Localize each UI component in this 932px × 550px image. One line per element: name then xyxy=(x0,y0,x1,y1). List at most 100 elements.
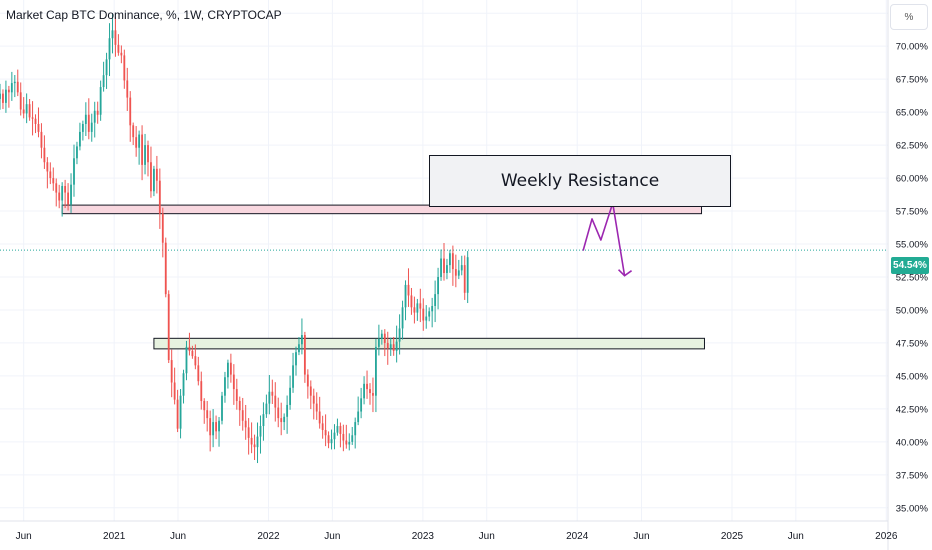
candle-body xyxy=(129,97,132,126)
candle-body xyxy=(312,395,315,404)
candle-body xyxy=(250,437,253,445)
candle-body xyxy=(280,418,283,423)
candle-body xyxy=(446,265,448,274)
x-tick-label: 2023 xyxy=(412,531,435,542)
candle-body xyxy=(404,284,407,308)
candle-body xyxy=(96,110,99,115)
candle-body xyxy=(87,114,90,132)
candle-body xyxy=(49,171,52,179)
candle-body xyxy=(386,342,389,349)
candle-body xyxy=(434,294,437,307)
candle-body xyxy=(235,389,238,401)
candle-body xyxy=(200,381,203,401)
candle-body xyxy=(247,427,250,438)
weekly-resistance-label[interactable]: Weekly Resistance xyxy=(429,155,731,207)
candle-body xyxy=(369,389,371,394)
candle-body xyxy=(161,213,164,243)
candle-body xyxy=(351,435,354,442)
candle-body xyxy=(357,411,360,423)
candle-body xyxy=(22,109,25,114)
candle-body xyxy=(158,180,161,214)
candle-body xyxy=(147,145,149,163)
candle-body xyxy=(61,185,64,201)
candle-body xyxy=(377,338,380,347)
candle-body xyxy=(360,398,363,412)
candle-body xyxy=(114,30,117,45)
candle-body xyxy=(111,30,114,39)
candle-body xyxy=(401,307,404,329)
candle-body xyxy=(283,416,286,423)
candle-body xyxy=(315,403,318,412)
candle-body xyxy=(31,117,34,119)
x-tick-label: Jun xyxy=(788,531,804,542)
candle-body xyxy=(443,258,445,274)
candle-body xyxy=(398,328,401,342)
candle-body xyxy=(262,414,265,427)
x-tick-label: Jun xyxy=(633,531,649,542)
candle-body xyxy=(126,80,129,98)
candle-body xyxy=(437,276,439,295)
x-tick-label: 2021 xyxy=(103,531,126,542)
candle-body xyxy=(10,83,13,93)
y-tick-label: 52.50% xyxy=(896,272,929,283)
candle-body xyxy=(425,316,428,321)
candle-body xyxy=(375,346,377,396)
candle-body xyxy=(0,93,1,99)
candle-body xyxy=(123,55,126,81)
candle-body xyxy=(64,185,67,193)
candle-body xyxy=(155,168,158,181)
candle-body xyxy=(413,307,416,313)
candle-body xyxy=(389,344,392,349)
candle-body xyxy=(102,75,105,88)
y-tick-label: 35.00% xyxy=(896,503,929,514)
candle-body xyxy=(28,104,31,118)
candle-body xyxy=(416,303,419,313)
candle-body xyxy=(303,335,306,375)
x-tick-label: Jun xyxy=(16,531,32,542)
x-tick-label: Jun xyxy=(324,531,340,542)
candle-body xyxy=(232,374,235,390)
candle-body xyxy=(274,395,277,408)
candle-body xyxy=(7,89,10,93)
candle-body xyxy=(419,303,422,309)
candle-body xyxy=(108,38,111,60)
candle-body xyxy=(286,404,289,417)
candle-body xyxy=(120,52,123,56)
percent-scale-button[interactable]: % xyxy=(890,4,928,30)
candle-body xyxy=(194,356,197,366)
candle-body xyxy=(309,386,312,396)
candle-body xyxy=(218,420,220,432)
candle-body xyxy=(46,162,49,172)
candle-body xyxy=(93,110,96,123)
y-tick-label: 42.50% xyxy=(896,404,929,415)
candle-body xyxy=(203,400,206,411)
candle-body xyxy=(271,391,274,396)
candle-body xyxy=(463,265,466,293)
candle-body xyxy=(407,284,410,296)
candle-body xyxy=(395,341,398,351)
y-tick-label: 67.50% xyxy=(896,75,929,86)
candle-body xyxy=(268,391,271,404)
x-tick-label: 2022 xyxy=(257,531,280,542)
x-grid xyxy=(23,0,887,521)
candle-body xyxy=(16,81,19,93)
candle-body xyxy=(76,146,78,159)
candle-body xyxy=(392,344,395,351)
candle-body xyxy=(380,333,383,339)
candle-body xyxy=(227,362,229,378)
candle-body xyxy=(327,435,330,444)
candle-body xyxy=(244,420,247,428)
y-tick-label: 65.00% xyxy=(896,108,929,119)
annotation-text: Weekly Resistance xyxy=(500,171,660,191)
y-tick-label: 40.00% xyxy=(896,437,929,448)
candle-body xyxy=(451,253,454,270)
candle-body xyxy=(363,383,365,399)
candle-body xyxy=(372,393,374,396)
candle-body xyxy=(460,265,463,271)
candle-body xyxy=(90,122,93,132)
candle-body xyxy=(431,306,434,312)
candle-body xyxy=(13,81,16,84)
candle-body xyxy=(197,365,200,382)
candle-body xyxy=(215,422,217,432)
